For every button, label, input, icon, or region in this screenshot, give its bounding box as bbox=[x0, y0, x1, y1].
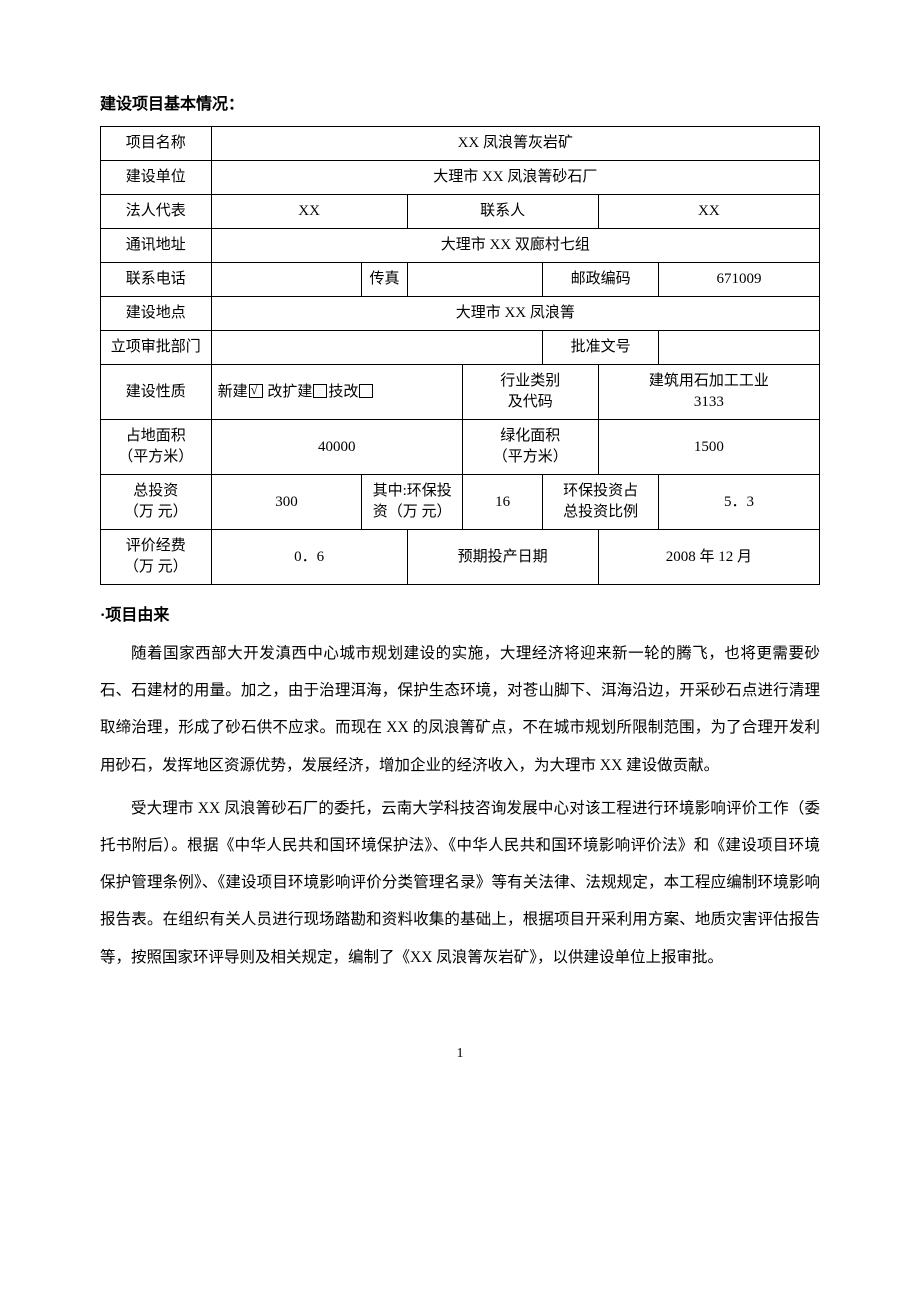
value-address: 大理市 XX 双廊村七组 bbox=[211, 229, 819, 263]
paragraph: 随着国家西部大开发滇西中心城市规划建设的实施，大理经济将迎来新一轮的腾飞，也将更… bbox=[100, 635, 820, 784]
label-total-invest: 总投资（万 元） bbox=[101, 475, 212, 530]
label-eval-fee: 评价经费（万 元） bbox=[101, 530, 212, 585]
value-industry-code: 建筑用石加工工业3133 bbox=[598, 365, 819, 420]
label-expected-date: 预期投产日期 bbox=[407, 530, 598, 585]
value-build-nature: 新建 改扩建技改 bbox=[211, 365, 462, 420]
label-green-area: 绿化面积（平方米） bbox=[462, 420, 598, 475]
value-build-location: 大理市 XX 凤浪箐 bbox=[211, 297, 819, 331]
value-green-area: 1500 bbox=[598, 420, 819, 475]
section-title: ·项目由来 bbox=[100, 601, 820, 625]
label-build-location: 建设地点 bbox=[101, 297, 212, 331]
table-row: 项目名称 XX 凤浪箐灰岩矿 bbox=[101, 127, 820, 161]
checkbox-expand-icon bbox=[313, 384, 327, 398]
value-env-ratio: 5．3 bbox=[658, 475, 819, 530]
label-fax: 传真 bbox=[362, 263, 407, 297]
value-build-unit: 大理市 XX 凤浪箐砂石厂 bbox=[211, 161, 819, 195]
label-industry-code: 行业类别及代码 bbox=[462, 365, 598, 420]
nature-tech-text: 技改 bbox=[328, 384, 358, 400]
checkbox-new-icon bbox=[249, 384, 263, 398]
table-row: 通讯地址 大理市 XX 双廊村七组 bbox=[101, 229, 820, 263]
label-env-ratio: 环保投资占总投资比例 bbox=[543, 475, 659, 530]
table-row: 法人代表 XX 联系人 XX bbox=[101, 195, 820, 229]
page-number: 1 bbox=[100, 1046, 820, 1062]
table-row: 联系电话 传真 邮政编码 671009 bbox=[101, 263, 820, 297]
nature-expand-text: 改扩建 bbox=[267, 384, 312, 400]
value-phone bbox=[211, 263, 362, 297]
value-land-area: 40000 bbox=[211, 420, 462, 475]
checkbox-tech-icon bbox=[359, 384, 373, 398]
value-expected-date: 2008 年 12 月 bbox=[598, 530, 819, 585]
value-approval-dept bbox=[211, 331, 543, 365]
value-total-invest: 300 bbox=[211, 475, 362, 530]
value-approval-no bbox=[658, 331, 819, 365]
label-phone: 联系电话 bbox=[101, 263, 212, 297]
table-row: 占地面积（平方米） 40000 绿化面积（平方米） 1500 bbox=[101, 420, 820, 475]
label-approval-dept: 立项审批部门 bbox=[101, 331, 212, 365]
table-row: 立项审批部门 批准文号 bbox=[101, 331, 820, 365]
table-row: 总投资（万 元） 300 其中:环保投资（万 元） 16 环保投资占总投资比例 … bbox=[101, 475, 820, 530]
table-row: 建设地点 大理市 XX 凤浪箐 bbox=[101, 297, 820, 331]
label-build-unit: 建设单位 bbox=[101, 161, 212, 195]
value-fax bbox=[407, 263, 543, 297]
value-env-invest: 16 bbox=[462, 475, 542, 530]
value-legal-rep: XX bbox=[211, 195, 407, 229]
table-row: 评价经费（万 元） 0．6 预期投产日期 2008 年 12 月 bbox=[101, 530, 820, 585]
page-heading: 建设项目基本情况： bbox=[100, 90, 820, 114]
nature-new-text: 新建 bbox=[218, 384, 248, 400]
label-project-name: 项目名称 bbox=[101, 127, 212, 161]
label-env-invest: 其中:环保投资（万 元） bbox=[362, 475, 463, 530]
info-table: 项目名称 XX 凤浪箐灰岩矿 建设单位 大理市 XX 凤浪箐砂石厂 法人代表 X… bbox=[100, 126, 820, 585]
value-project-name: XX 凤浪箐灰岩矿 bbox=[211, 127, 819, 161]
table-row: 建设单位 大理市 XX 凤浪箐砂石厂 bbox=[101, 161, 820, 195]
table-row: 建设性质 新建 改扩建技改 行业类别及代码 建筑用石加工工业3133 bbox=[101, 365, 820, 420]
label-legal-rep: 法人代表 bbox=[101, 195, 212, 229]
label-contact: 联系人 bbox=[407, 195, 598, 229]
label-land-area: 占地面积（平方米） bbox=[101, 420, 212, 475]
value-contact: XX bbox=[598, 195, 819, 229]
paragraph: 受大理市 XX 凤浪箐砂石厂的委托，云南大学科技咨询发展中心对该工程进行环境影响… bbox=[100, 790, 820, 976]
label-address: 通讯地址 bbox=[101, 229, 212, 263]
value-postcode: 671009 bbox=[658, 263, 819, 297]
value-eval-fee: 0．6 bbox=[211, 530, 407, 585]
label-approval-no: 批准文号 bbox=[543, 331, 659, 365]
label-build-nature: 建设性质 bbox=[101, 365, 212, 420]
label-postcode: 邮政编码 bbox=[543, 263, 659, 297]
